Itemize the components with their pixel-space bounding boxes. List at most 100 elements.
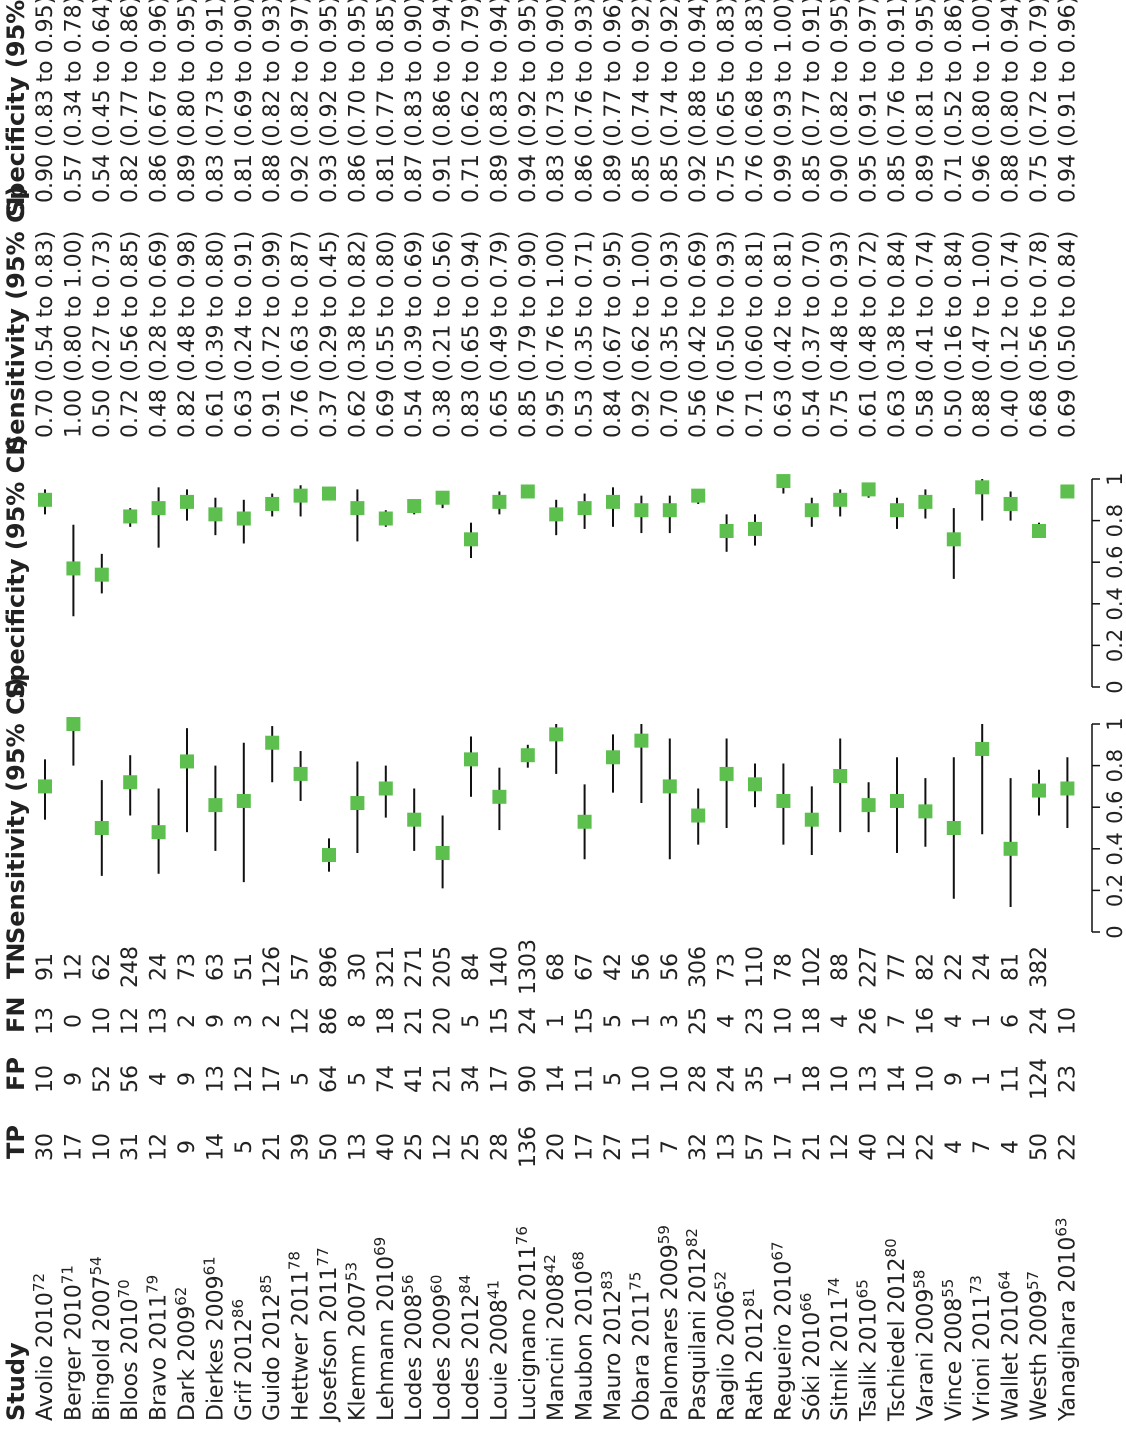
study-reference: 67 (768, 1242, 786, 1261)
cell-tp: 40 (857, 1133, 882, 1161)
cell-tn: 205 (431, 946, 456, 988)
specificity-ci-text: 0.89 (0.77 to 0.96) (601, 0, 626, 203)
sensitivity-point (776, 793, 791, 808)
cell-fp: 1 (970, 1072, 995, 1086)
cell-tn: 56 (658, 953, 683, 981)
cell-fn: 8 (345, 1014, 370, 1028)
specificity-tick-label: 0.6 (1103, 545, 1126, 578)
specificity-ci-text: 0.85 (0.76 to 0.91) (885, 0, 910, 203)
cell-tn: 77 (885, 953, 910, 981)
study-name: Sóki 201066 (797, 1293, 825, 1421)
specificity-point (748, 521, 762, 536)
specificity-ci-text: 0.76 (0.68 to 0.83) (743, 0, 768, 203)
specificity-point (38, 492, 52, 507)
cell-tp: 17 (61, 1133, 86, 1161)
specificity-point (1032, 524, 1046, 538)
specificity-point (606, 494, 620, 509)
study-name: Lodes 200960 (428, 1275, 456, 1421)
sensitivity-point (350, 796, 365, 811)
study-reference: 56 (399, 1275, 417, 1294)
sensitivity-point (1032, 783, 1046, 798)
sensitivity-point (833, 769, 848, 783)
cell-fp: 18 (800, 1065, 825, 1093)
cell-fn: 10 (90, 1007, 115, 1035)
sensitivity-point (890, 793, 904, 808)
cell-tp: 5 (232, 1140, 257, 1154)
sensitivity-ci-text: 0.76 (0.50 to 0.93) (715, 231, 740, 438)
cell-fp: 12 (232, 1065, 257, 1093)
cell-tn: 42 (601, 953, 626, 981)
cell-tp: 21 (260, 1133, 285, 1161)
sensitivity-point (691, 808, 706, 823)
cell-fn: 24 (516, 1007, 541, 1035)
cell-fn: 12 (118, 1007, 143, 1035)
sensitivity-ci-text: 0.50 (0.16 to 0.84) (942, 231, 967, 438)
cell-tp: 7 (970, 1140, 995, 1154)
study-name: Regueiro 201067 (768, 1242, 796, 1422)
header-specificity-ci: Specificity (95% CI) (2, 0, 30, 217)
cell-tn: 126 (260, 946, 285, 988)
study-name: Louie 200841 (484, 1280, 512, 1421)
study-reference: 63 (1052, 1218, 1070, 1237)
cell-tn: 22 (942, 953, 967, 981)
cell-tp: 20 (544, 1133, 569, 1161)
cell-fn: 4 (942, 1014, 967, 1028)
sensitivity-point (1003, 841, 1018, 856)
cell-fn: 0 (61, 1014, 86, 1028)
sensitivity-point (719, 766, 734, 781)
cell-fp: 10 (33, 1065, 58, 1093)
sensitivity-ci-text: 0.91 (0.72 to 0.99) (260, 231, 285, 438)
cell-fp: 23 (1055, 1065, 1080, 1093)
cell-fn: 2 (260, 1014, 285, 1028)
study-name: Lehmann 201069 (371, 1237, 399, 1421)
specificity-point (66, 561, 81, 576)
cell-fn: 6 (999, 1014, 1024, 1028)
study-reference: 71 (58, 1265, 76, 1284)
sensitivity-ci-text: 0.88 (0.47 to 1.00) (970, 231, 995, 438)
cell-tn: 88 (828, 953, 853, 981)
study-reference: 69 (371, 1237, 389, 1256)
cell-tp: 50 (1027, 1133, 1052, 1161)
study-reference: 53 (342, 1262, 360, 1281)
cell-fn: 23 (743, 1007, 768, 1035)
study-name: Lodes 201284 (456, 1275, 484, 1421)
study-name: Vrioni 201173 (967, 1275, 995, 1421)
study-reference: 42 (541, 1254, 559, 1273)
sensitivity-point (577, 814, 592, 829)
sensitivity-point (38, 779, 52, 794)
cell-tn: 73 (175, 953, 200, 981)
sensitivity-ci-text: 0.72 (0.56 to 0.85) (118, 231, 143, 438)
specificity-ci-text: 0.86 (0.67 to 0.96) (147, 0, 172, 203)
sensitivity-point (804, 812, 819, 827)
sensitivity-ci-text: 0.40 (0.12 to 0.74) (999, 231, 1024, 438)
cell-tp: 4 (942, 1140, 967, 1154)
cell-fp: 9 (61, 1072, 86, 1086)
cell-tn: 30 (345, 953, 370, 981)
sensitivity-tick-label: 0.8 (1103, 749, 1126, 782)
study-name: Lucignano 201176 (513, 1226, 541, 1421)
sensitivity-point (975, 741, 990, 756)
sensitivity-ci-text: 0.61 (0.39 to 0.80) (203, 231, 228, 438)
sensitivity-point (946, 821, 961, 835)
specificity-point (549, 507, 564, 522)
cell-tn: 1303 (516, 939, 541, 995)
cell-fp: 17 (260, 1065, 285, 1093)
cell-tn: 140 (487, 946, 512, 988)
study-reference: 64 (996, 1271, 1014, 1290)
specificity-ci-text: 0.99 (0.93 to 1.00) (771, 0, 796, 203)
study-reference: 75 (626, 1272, 644, 1291)
cell-tp: 14 (203, 1133, 228, 1161)
specificity-point (946, 532, 961, 547)
cell-tp: 30 (33, 1133, 58, 1161)
cell-tp: 39 (289, 1133, 314, 1161)
cell-fn: 4 (828, 1014, 853, 1028)
cell-fp: 17 (487, 1065, 512, 1093)
sensitivity-ci-text: 0.62 (0.38 to 0.82) (345, 231, 370, 438)
sensitivity-ci-text: 0.83 (0.65 to 0.94) (459, 231, 484, 438)
panel-title-sensitivity: Sensitivity (95% CI) (2, 678, 30, 944)
study-reference: 70 (115, 1279, 133, 1298)
cell-fp: 11 (573, 1065, 598, 1093)
specificity-tick-label: 0.8 (1103, 504, 1126, 537)
study-name: Bloos 201070 (115, 1279, 143, 1421)
